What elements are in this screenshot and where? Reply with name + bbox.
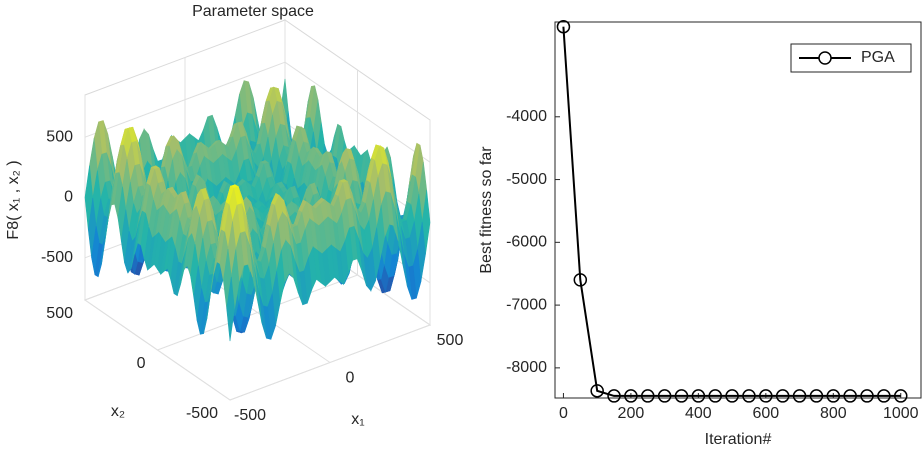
marker <box>792 389 807 403</box>
y-tick-label: -500 <box>186 405 218 422</box>
x-tick-label: -500 <box>234 407 266 424</box>
y-tick-label: -5000 <box>506 171 547 188</box>
x-tick-label: 1000 <box>883 405 919 422</box>
marker <box>573 273 588 287</box>
legend-label: PGA <box>861 49 895 66</box>
y-tick-label: 500 <box>46 305 73 322</box>
marker <box>894 389 908 403</box>
surface-patch <box>226 276 235 342</box>
x-tick-label: 400 <box>685 405 712 422</box>
marker <box>809 389 824 403</box>
z-tick-label: 0 <box>64 189 73 206</box>
marker <box>759 389 773 403</box>
y-tick-label: -6000 <box>506 234 547 251</box>
x-tick-label: 200 <box>618 405 645 422</box>
y-tick-label: -8000 <box>506 359 547 376</box>
marker <box>860 389 874 403</box>
y-axis-label: Best fitness so far <box>478 146 495 274</box>
marker <box>556 19 571 34</box>
grid-line <box>229 324 431 401</box>
x-tick-label: 600 <box>752 405 779 422</box>
marker <box>843 389 857 403</box>
marker <box>691 389 706 403</box>
x-tick-label: 0 <box>559 405 568 422</box>
marker <box>657 389 672 403</box>
marker <box>877 389 891 403</box>
marker <box>775 389 790 403</box>
marker <box>826 389 841 403</box>
marker <box>742 389 756 403</box>
legend-marker <box>818 51 832 65</box>
x-axis-label: x₁ <box>351 411 364 428</box>
marker <box>725 389 739 403</box>
x-axis-label: Iteration# <box>705 431 772 448</box>
chart-title: Parameter space <box>192 3 314 20</box>
marker <box>641 389 655 403</box>
z-tick-label: 500 <box>46 128 73 145</box>
y-axis-label: x₂ <box>111 403 125 420</box>
x-tick-label: 800 <box>820 405 847 422</box>
marker <box>674 389 689 403</box>
marker <box>607 389 621 403</box>
y-tick-label: -4000 <box>506 108 547 125</box>
marker <box>708 389 722 403</box>
plot-area <box>554 21 922 399</box>
grid-line <box>157 274 358 351</box>
z-axis-label: F8( x₁ , x₂ ) <box>5 160 22 239</box>
surface <box>84 78 431 342</box>
marker <box>624 389 638 403</box>
x-tick-label: 500 <box>437 332 464 349</box>
y-tick-label: 0 <box>137 355 146 372</box>
z-tick-label: -500 <box>41 249 73 266</box>
x-tick-label: 0 <box>346 370 355 387</box>
y-tick-label: -7000 <box>506 296 547 313</box>
marker <box>590 384 604 398</box>
